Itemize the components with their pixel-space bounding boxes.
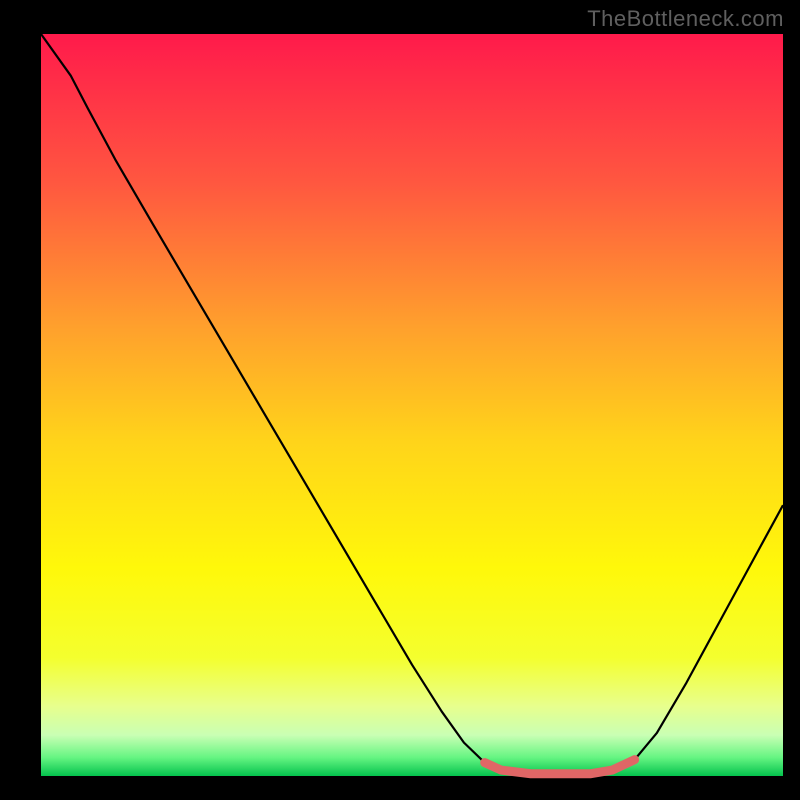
bottleneck-chart [0,0,800,800]
watermark-text: TheBottleneck.com [587,6,784,32]
